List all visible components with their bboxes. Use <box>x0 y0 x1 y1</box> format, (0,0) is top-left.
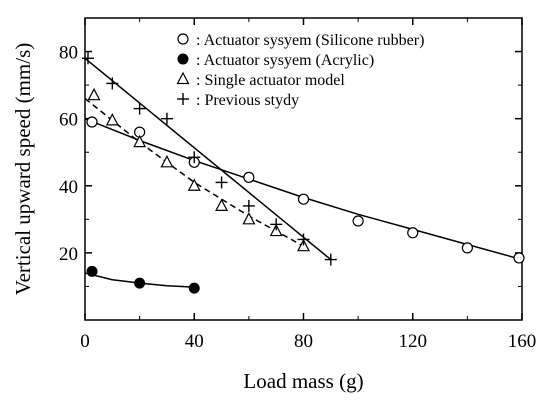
data-point-series-3 <box>188 151 201 164</box>
y-tick-label: 20 <box>59 244 78 265</box>
data-point-series-1 <box>188 282 200 294</box>
x-tick-label: 160 <box>508 331 537 352</box>
data-point-series-3 <box>215 176 228 189</box>
x-tick-label: 0 <box>80 331 90 352</box>
data-point-series-0 <box>461 242 473 254</box>
data-point-series-1 <box>134 277 146 289</box>
data-point-series-2 <box>187 178 201 191</box>
data-point-series-0 <box>513 252 525 264</box>
legend-label-3: : Previous stydy <box>196 92 299 109</box>
axis-ticks: 0 40 80 120 160 20 40 60 80 <box>59 18 536 352</box>
data-point-series-3 <box>106 77 119 90</box>
fit-curve-series-2 <box>84 97 304 247</box>
data-point-series-0 <box>86 116 98 128</box>
x-axis-title: Load mass (g) <box>243 369 363 393</box>
fit-curves <box>84 57 523 288</box>
legend-marker-2 <box>176 71 190 85</box>
y-tick-label: 60 <box>59 110 78 131</box>
legend-marker-3 <box>177 93 189 105</box>
legend-label-1: : Actuator sysyem (Acrylic) <box>196 52 374 69</box>
data-point-series-3 <box>270 218 283 231</box>
data-point-series-0 <box>297 193 310 205</box>
data-point-series-0 <box>243 171 255 183</box>
data-point-series-2 <box>215 198 229 212</box>
data-point-series-3 <box>82 52 94 65</box>
y-tick-label: 80 <box>59 43 78 64</box>
data-point-series-2 <box>105 113 119 126</box>
y-tick-label: 40 <box>59 177 78 198</box>
data-point-series-2 <box>242 212 256 225</box>
data-points <box>82 52 525 294</box>
fit-curve-series-3 <box>84 57 332 261</box>
data-point-series-1 <box>86 265 98 277</box>
legend-label-2: : Single actuator model <box>196 72 345 89</box>
legend-marker-0 <box>177 33 189 45</box>
data-point-series-3 <box>324 253 337 266</box>
data-point-series-0 <box>407 227 419 239</box>
data-point-series-2 <box>133 134 147 148</box>
x-tick-label: 40 <box>185 331 204 352</box>
data-point-series-2 <box>160 154 174 168</box>
data-point-series-3 <box>133 102 146 115</box>
data-point-series-3 <box>242 199 255 212</box>
x-tick-label: 120 <box>399 331 428 352</box>
data-point-series-0 <box>352 215 364 227</box>
data-point-series-2 <box>87 87 101 101</box>
x-tick-label: 80 <box>294 331 313 352</box>
legend-marker-1 <box>177 53 189 65</box>
y-axis-title: Vertical upward speed (mm/s) <box>11 43 35 296</box>
legend: : Actuator sysyem (Silicone rubber) : Act… <box>176 32 424 109</box>
data-point-series-3 <box>297 233 310 246</box>
legend-label-0: : Actuator sysyem (Silicone rubber) <box>196 32 424 49</box>
data-point-series-3 <box>160 112 173 125</box>
